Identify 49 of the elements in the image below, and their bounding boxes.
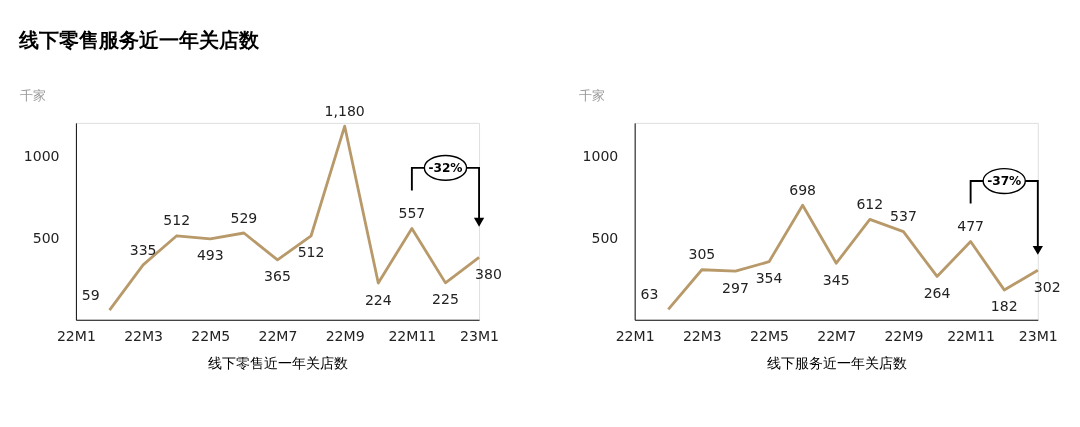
data-label: 345 [822, 271, 850, 288]
x-tick-label: 23M1 [1018, 327, 1058, 344]
x-tick-label: 22M3 [682, 327, 722, 344]
x-tick-label: 22M1 [615, 327, 655, 344]
y-axis-title: 千家 [20, 87, 47, 103]
x-tick-label: 22M5 [191, 327, 231, 344]
x-tick-label: 22M11 [947, 327, 996, 344]
x-tick-label: 22M9 [325, 327, 365, 344]
data-label: 1,180 [324, 102, 365, 119]
data-label: 698 [789, 181, 817, 198]
y-tick-label: 500 [32, 229, 60, 246]
data-label: 537 [890, 208, 917, 225]
data-label: 305 [688, 246, 716, 263]
annotation: -32% [428, 160, 463, 175]
data-label: 335 [129, 241, 157, 258]
data-label: 529 [230, 209, 258, 226]
x-tick-label: 22M3 [124, 327, 164, 344]
data-label: 59 [81, 286, 100, 303]
data-label: 63 [640, 286, 659, 303]
y-tick-label: 1000 [23, 147, 60, 164]
x-tick-label: 22M1 [56, 327, 96, 344]
data-label: 182 [990, 298, 1018, 315]
data-label: 224 [364, 291, 392, 308]
x-tick-label: 22M9 [884, 327, 924, 344]
data-label: 477 [957, 218, 985, 235]
y-tick-label: 1000 [582, 147, 619, 164]
x-axis-title: 线下零售近一年关店数 [207, 355, 348, 372]
y-axis-title: 千家 [578, 87, 605, 103]
annotation: -37% [987, 173, 1022, 188]
x-tick-label: 22M7 [817, 327, 857, 344]
data-label: 365 [264, 268, 291, 285]
x-tick-label: 22M7 [258, 327, 298, 344]
data-label: 297 [722, 279, 749, 296]
x-axis-title: 线下服务近一年关店数 [766, 355, 907, 372]
data-label: 612 [856, 196, 884, 213]
data-label: 557 [398, 205, 426, 222]
x-tick-label: 22M11 [388, 327, 437, 344]
data-label: 512 [297, 244, 325, 261]
data-label: 493 [196, 247, 224, 264]
data-label: 354 [755, 270, 783, 287]
data-label: 512 [163, 212, 191, 229]
data-label: 225 [432, 291, 459, 308]
data-label: 380 [475, 266, 502, 282]
data-label: 302 [1033, 278, 1061, 295]
data-label: 264 [923, 285, 951, 302]
x-tick-label: 23M1 [460, 327, 499, 344]
x-tick-label: 22M5 [750, 327, 789, 344]
y-tick-label: 500 [591, 229, 619, 246]
chart-title: 线下零售服务近一年关店数 [18, 29, 261, 53]
